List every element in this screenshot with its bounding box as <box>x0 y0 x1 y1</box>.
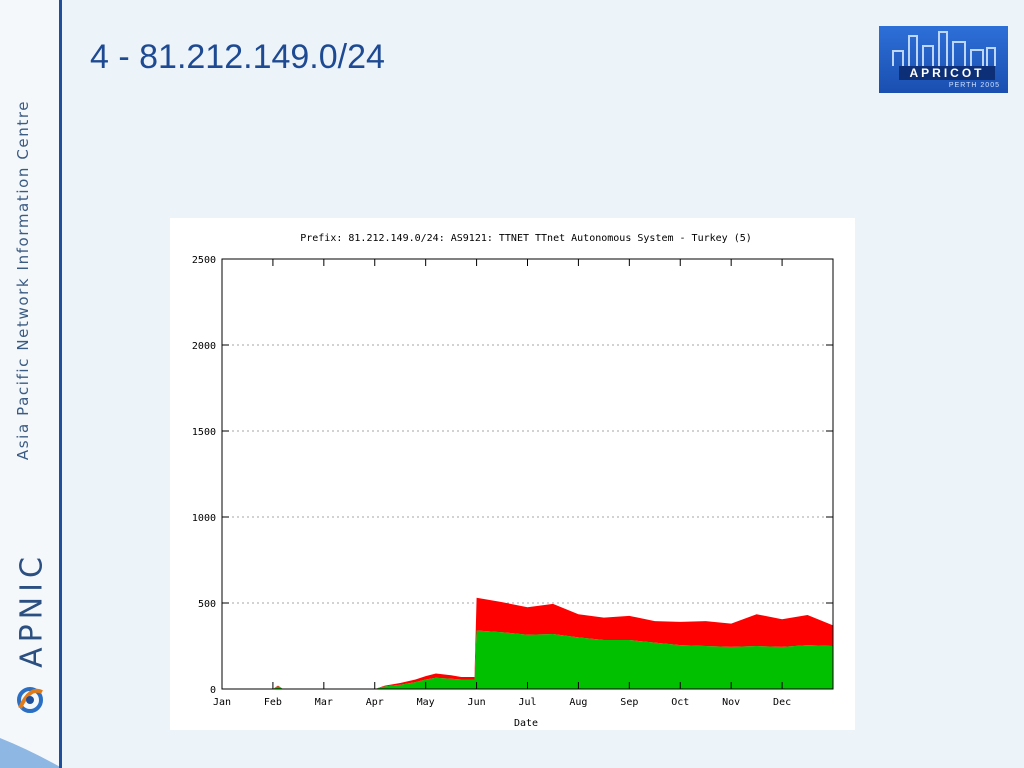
decorative-swoosh <box>0 738 62 768</box>
chart-series <box>222 597 833 689</box>
chart-axes: 0 500 1000 1500 2000 2500 Jan Feb Mar Apr May Jun Ju… <box>192 255 833 708</box>
sidebar: Asia Pacific Network Information Centre … <box>0 0 62 768</box>
conference-logo-name: APRICOT <box>899 66 995 80</box>
x-tick-label: Dec <box>773 697 791 708</box>
skyline-icon <box>892 31 996 66</box>
sidebar-divider <box>59 0 62 768</box>
x-tick-label: Sep <box>620 697 638 708</box>
x-tick-label: Aug <box>569 697 587 708</box>
chart-grid <box>222 344 833 604</box>
x-axis-label: Date <box>514 718 538 729</box>
series-area-2 <box>222 597 833 689</box>
x-tick-label: Mar <box>315 697 333 708</box>
x-tick-label: Nov <box>722 697 740 708</box>
y-tick-label: 0 <box>210 685 216 696</box>
x-tick-label: May <box>417 697 435 708</box>
apnic-wordmark: APNIC <box>14 552 50 668</box>
bgp-prefix-chart: Prefix: 81.212.149.0/24: AS9121: TTNET T… <box>192 233 834 729</box>
series-area-1 <box>222 630 833 689</box>
x-tick-label: Apr <box>366 697 384 708</box>
slide-title: 4 - 81.212.149.0/24 <box>90 38 385 76</box>
x-tick-label: Oct <box>671 697 689 708</box>
apnic-logo-icon <box>17 687 43 713</box>
y-tick-label: 1500 <box>192 427 216 438</box>
y-tick-label: 2500 <box>192 255 216 266</box>
x-tick-label: Jun <box>468 697 486 708</box>
y-tick-label: 2000 <box>192 341 216 352</box>
chart-title: Prefix: 81.212.149.0/24: AS9121: TTNET T… <box>300 233 752 244</box>
x-tick-label: Feb <box>264 697 282 708</box>
x-tick-label: Jul <box>518 697 536 708</box>
x-tick-label: Jan <box>213 697 231 708</box>
chart-panel: Prefix: 81.212.149.0/24: AS9121: TTNET T… <box>170 218 855 730</box>
conference-logo: APRICOT PERTH 2005 <box>879 26 1008 93</box>
y-tick-label: 500 <box>198 599 216 610</box>
sidebar-org-text: Asia Pacific Network Information Centre <box>14 99 32 461</box>
conference-logo-sub: PERTH 2005 <box>948 82 1000 89</box>
y-tick-label: 1000 <box>192 513 216 524</box>
